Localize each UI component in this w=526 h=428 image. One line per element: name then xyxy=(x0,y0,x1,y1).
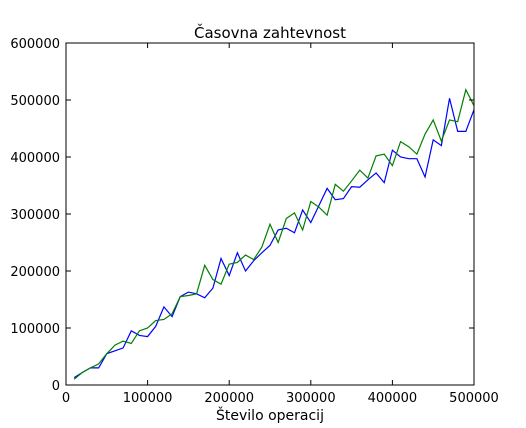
y-tick-label: 500000 xyxy=(10,94,60,109)
y-tick-label: 300000 xyxy=(10,208,60,223)
x-tick-label: 200000 xyxy=(204,391,254,406)
y-tick-label: 100000 xyxy=(10,322,60,337)
series-line-0 xyxy=(73,98,475,379)
series-line-1 xyxy=(73,88,475,380)
chart-title: Časovna zahtevnost xyxy=(194,23,346,42)
x-tick-label: 400000 xyxy=(368,391,418,406)
y-tick-label: 0 xyxy=(52,379,60,394)
y-axis: 0 100000 200000 300000 400000 500000 600000 xyxy=(10,37,474,394)
x-tick-label: 300000 xyxy=(286,391,336,406)
plot-area xyxy=(73,88,475,380)
x-tick-label: 0 xyxy=(62,391,70,406)
x-tick-label: 500000 xyxy=(449,391,499,406)
plot-frame xyxy=(65,42,475,386)
x-tick-label: 100000 xyxy=(123,391,173,406)
y-tick-label: 400000 xyxy=(10,151,60,166)
x-axis: 0 100000 200000 300000 400000 500000 xyxy=(62,43,499,406)
y-tick-label: 600000 xyxy=(10,37,60,52)
y-tick-label: 200000 xyxy=(10,265,60,280)
x-axis-label: Število operacij xyxy=(216,406,324,424)
